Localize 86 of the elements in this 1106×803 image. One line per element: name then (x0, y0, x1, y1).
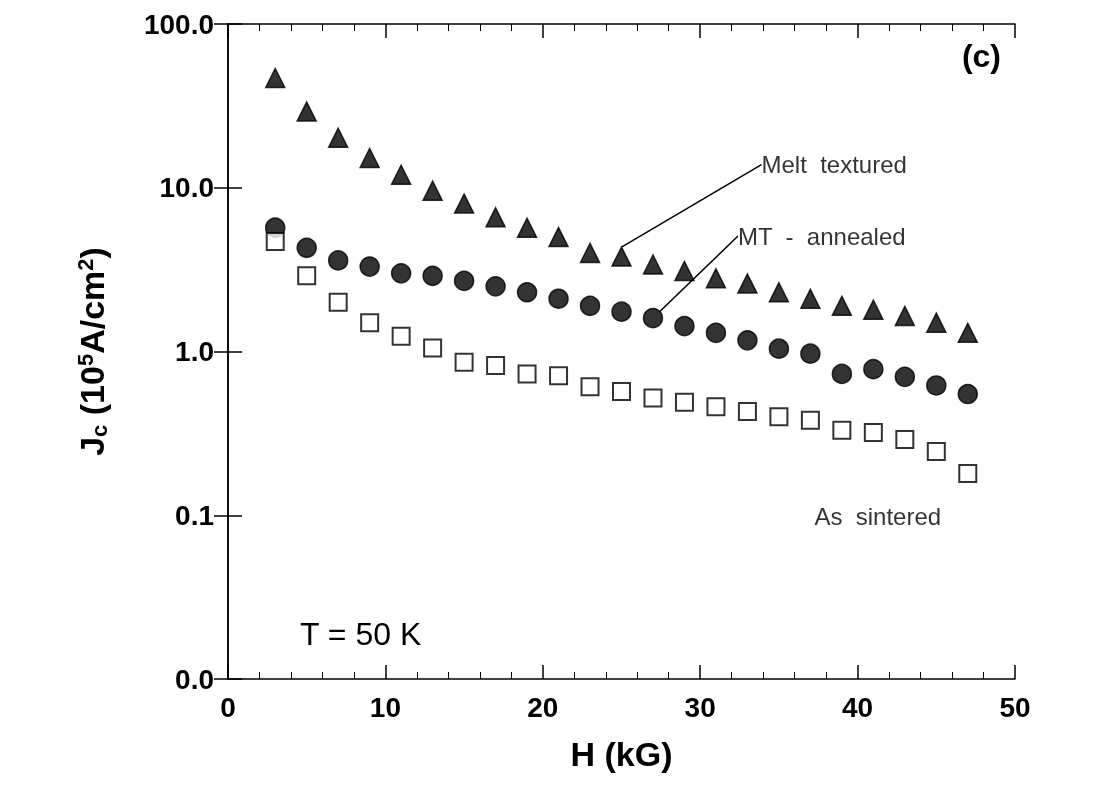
point (706, 397, 726, 417)
point (831, 295, 853, 317)
point (297, 266, 317, 286)
point (674, 392, 694, 412)
point (831, 363, 853, 385)
point (800, 343, 821, 364)
annotation: T = 50 K (300, 616, 422, 652)
x-tick-label: 20 (527, 691, 559, 723)
point (327, 250, 349, 271)
point (800, 288, 821, 309)
point (390, 263, 412, 284)
x-tick-label: 30 (684, 691, 716, 723)
y-tick-label: 0.1 (175, 499, 214, 531)
point (612, 381, 631, 401)
point (360, 313, 380, 333)
point (611, 246, 632, 267)
point (737, 402, 757, 422)
x-tick-label: 50 (999, 691, 1031, 723)
point (737, 273, 758, 294)
point (674, 315, 695, 337)
x-tick-label: 10 (369, 691, 401, 723)
point (359, 256, 380, 277)
point (454, 352, 474, 372)
point (643, 388, 663, 408)
point (327, 127, 349, 148)
point (894, 305, 916, 327)
point (957, 383, 979, 405)
y-tick-label: 1.0 (175, 336, 214, 367)
point (926, 312, 947, 333)
point (485, 276, 506, 297)
point (957, 322, 979, 344)
point (579, 295, 601, 317)
point (642, 254, 664, 275)
point (769, 407, 789, 427)
point (611, 301, 632, 322)
y-tick-label: 0.0 (175, 663, 214, 695)
point (422, 180, 443, 201)
point (517, 364, 537, 384)
y-tick-label: 10.0 (159, 172, 214, 204)
point (705, 322, 727, 344)
point (516, 217, 538, 238)
point (548, 288, 569, 309)
point (453, 270, 475, 292)
point (423, 338, 443, 358)
x-tick-label: 0 (220, 691, 236, 723)
x-axis-title: H (kG) (570, 735, 673, 773)
point (863, 358, 884, 380)
text: Melt textured (761, 151, 907, 179)
point (768, 338, 790, 359)
point (580, 377, 600, 397)
text: MT - annealed (737, 222, 906, 250)
annotation: (c) (961, 38, 1001, 74)
point (549, 366, 569, 386)
point (895, 430, 915, 450)
point (926, 442, 946, 462)
point (926, 375, 947, 396)
point (390, 164, 412, 186)
point (453, 193, 475, 214)
point (265, 231, 285, 251)
point (264, 67, 286, 89)
point (328, 292, 348, 312)
point (642, 307, 664, 329)
point (359, 147, 380, 169)
point (516, 282, 538, 303)
point (296, 237, 317, 259)
point (486, 356, 506, 376)
point (768, 282, 790, 303)
point (674, 260, 695, 282)
point (863, 299, 884, 320)
point (579, 242, 601, 264)
point (863, 423, 883, 443)
point (296, 101, 317, 122)
series-label: As sintered (814, 502, 942, 530)
y-axis-title: Jc (105A/cm2) (72, 247, 112, 456)
point (422, 265, 443, 287)
point (391, 326, 411, 346)
point (894, 366, 916, 388)
point (832, 420, 852, 440)
x-tick-label: 40 (842, 691, 874, 723)
point (548, 226, 569, 248)
y-tick-label: 100.0 (143, 8, 214, 40)
point (485, 207, 506, 228)
point (958, 463, 978, 483)
point (737, 330, 758, 351)
point (800, 410, 820, 430)
point (705, 268, 727, 289)
